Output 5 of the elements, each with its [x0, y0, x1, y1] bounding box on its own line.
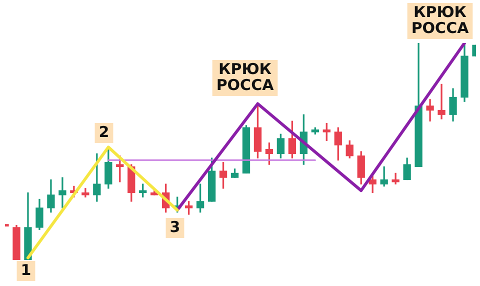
annotation: 3: [170, 218, 180, 236]
text: КРЮК РОССА: [411, 2, 470, 37]
annotation: КРЮК РОССА: [216, 60, 274, 94]
text: 1: [20, 260, 32, 279]
annotation: 2: [98, 122, 110, 141]
